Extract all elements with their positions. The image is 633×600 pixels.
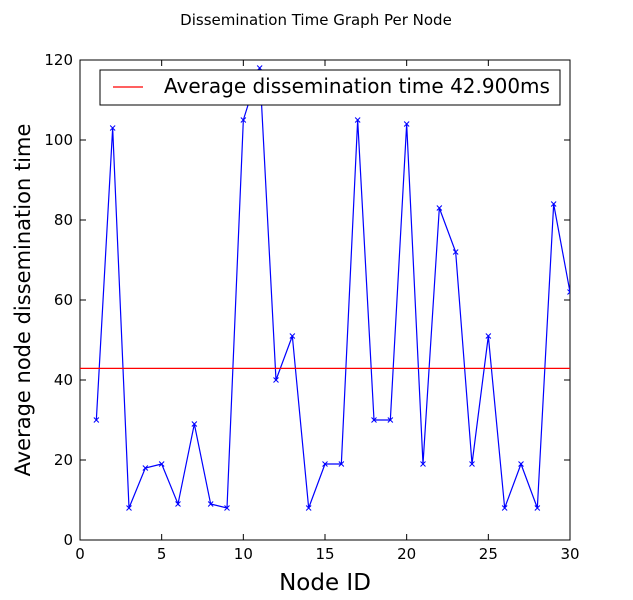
data-point-marker — [93, 417, 100, 423]
marker-stroke — [371, 417, 377, 423]
marker-stroke — [567, 289, 570, 293]
data-point-marker — [289, 333, 296, 339]
marker-stroke — [126, 505, 132, 511]
y-tick-label: 60 — [54, 291, 73, 309]
marker-stroke — [273, 377, 279, 383]
marker-stroke — [322, 461, 328, 467]
data-point-marker — [567, 289, 570, 295]
data-point-marker — [501, 505, 508, 511]
marker-stroke — [550, 201, 557, 207]
data-point-marker — [485, 333, 492, 339]
legend-box — [99, 69, 561, 106]
y-tick-label: 20 — [54, 451, 73, 469]
marker-stroke — [109, 125, 116, 131]
marker-stroke — [534, 505, 541, 511]
x-tick-label: 30 — [560, 545, 579, 563]
marker-stroke — [518, 461, 524, 467]
y-tick-label: 0 — [63, 531, 73, 549]
marker-stroke — [175, 501, 181, 507]
data-point-marker — [126, 505, 132, 511]
y-tick-label: 120 — [44, 51, 73, 69]
data-point-marker — [371, 417, 377, 423]
data-point-marker — [322, 461, 328, 467]
series-layer — [95, 67, 570, 509]
data-point-marker — [338, 461, 345, 467]
axis-ticks: 0 5 10 15 20 25 30 0 20 40 60 80 100 120 — [44, 51, 579, 563]
data-point-marker — [469, 461, 475, 467]
marker-stroke — [338, 461, 345, 467]
chart-title: Dissemination Time Graph Per Node — [180, 11, 452, 29]
data-point-marker — [240, 117, 247, 123]
marker-stroke — [501, 505, 508, 511]
data-point-marker — [403, 121, 410, 127]
marker-stroke — [354, 117, 361, 123]
marker-stroke — [436, 205, 443, 211]
marker-stroke — [158, 461, 165, 467]
y-tick-label: 100 — [44, 131, 73, 149]
marker-stroke — [469, 461, 475, 467]
x-tick-label: 25 — [479, 545, 498, 563]
data-point-marker — [224, 505, 230, 511]
marker-stroke — [305, 505, 312, 511]
data-point-marker — [420, 461, 426, 467]
legend-label: Average dissemination time 42.900ms — [164, 74, 550, 98]
data-point-marker — [273, 377, 279, 383]
marker-stroke — [403, 121, 410, 127]
marker-stroke — [191, 421, 198, 427]
data-point-marker — [452, 249, 459, 255]
marker-stroke — [420, 461, 426, 467]
plot-frame — [79, 59, 571, 541]
marker-stroke — [224, 505, 230, 511]
marker-stroke — [567, 291, 570, 295]
y-tick-label: 40 — [54, 371, 73, 389]
marker-stroke — [387, 417, 394, 423]
marker-stroke — [485, 333, 492, 339]
marker-stroke — [240, 117, 247, 123]
x-axis-label: Node ID — [279, 570, 371, 596]
data-point-marker — [142, 465, 149, 471]
plot-area — [79, 59, 571, 541]
data-point-marker — [305, 505, 312, 511]
x-tick-label: 20 — [397, 545, 416, 563]
markers-layer — [93, 65, 570, 511]
marker-stroke — [452, 249, 459, 255]
y-tick-label: 80 — [54, 211, 73, 229]
data-point-marker — [518, 461, 524, 467]
x-tick-label: 5 — [157, 545, 167, 563]
data-point-marker — [175, 501, 181, 507]
data-point-marker — [158, 461, 165, 467]
data-point-marker — [207, 501, 214, 507]
x-tick-label: 15 — [315, 545, 334, 563]
data-point-marker — [436, 205, 443, 211]
data-point-marker — [534, 505, 541, 511]
marker-stroke — [289, 333, 296, 339]
series-line — [95, 67, 570, 509]
data-point-marker — [550, 201, 557, 207]
marker-stroke — [142, 465, 149, 471]
data-point-marker — [109, 125, 116, 131]
y-axis-label: Average node dissemination time — [11, 124, 35, 477]
x-tick-label: 0 — [75, 545, 85, 563]
x-tick-label: 10 — [234, 545, 253, 563]
data-point-marker — [354, 117, 361, 123]
marker-stroke — [207, 501, 214, 507]
data-point-marker — [387, 417, 394, 423]
data-point-marker — [191, 421, 198, 427]
legend: Average dissemination time 42.900ms — [99, 69, 561, 106]
marker-stroke — [93, 417, 100, 423]
